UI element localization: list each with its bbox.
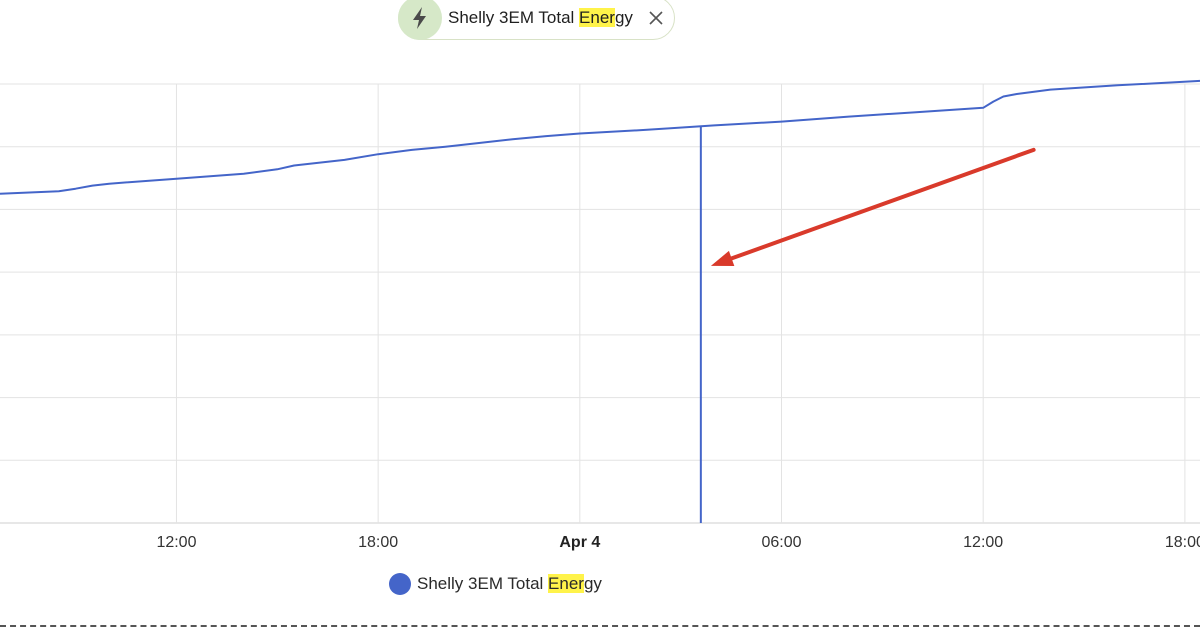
lightning-bolt-icon <box>398 0 442 40</box>
vertical-gridlines <box>175 84 1186 523</box>
annotation-layer <box>710 147 1036 266</box>
entity-chip[interactable]: Shelly 3EM Total Energy <box>398 0 675 40</box>
x-tick-label: 18:00 <box>358 534 398 551</box>
search-highlight: Ener <box>579 8 615 27</box>
legend-item[interactable]: Shelly 3EM Total Energy <box>389 573 602 595</box>
search-highlight: Ener <box>548 574 584 593</box>
annotation-arrow-shaft <box>729 147 1036 261</box>
horizontal-gridlines <box>0 83 1200 524</box>
annotation-arrow-head <box>710 250 735 266</box>
close-icon[interactable] <box>647 9 665 27</box>
series-layer <box>0 79 1200 195</box>
bottom-divider <box>0 625 1200 627</box>
x-tick-label: 12:00 <box>156 534 196 551</box>
legend-swatch <box>389 573 411 595</box>
entity-chip-label: Shelly 3EM Total Energy <box>448 8 633 27</box>
x-tick-label: 06:00 <box>761 534 801 551</box>
x-tick-label: 12:00 <box>963 534 1003 551</box>
legend-label: Shelly 3EM Total Energy <box>417 574 602 593</box>
x-axis-tick-labels: 12:00 18:00 Apr 4 06:00 12:00 18:00 <box>156 534 1200 551</box>
x-tick-label: Apr 4 <box>559 534 600 551</box>
x-tick-label: 18:00 <box>1165 534 1200 551</box>
series-line[interactable] <box>0 79 1200 195</box>
